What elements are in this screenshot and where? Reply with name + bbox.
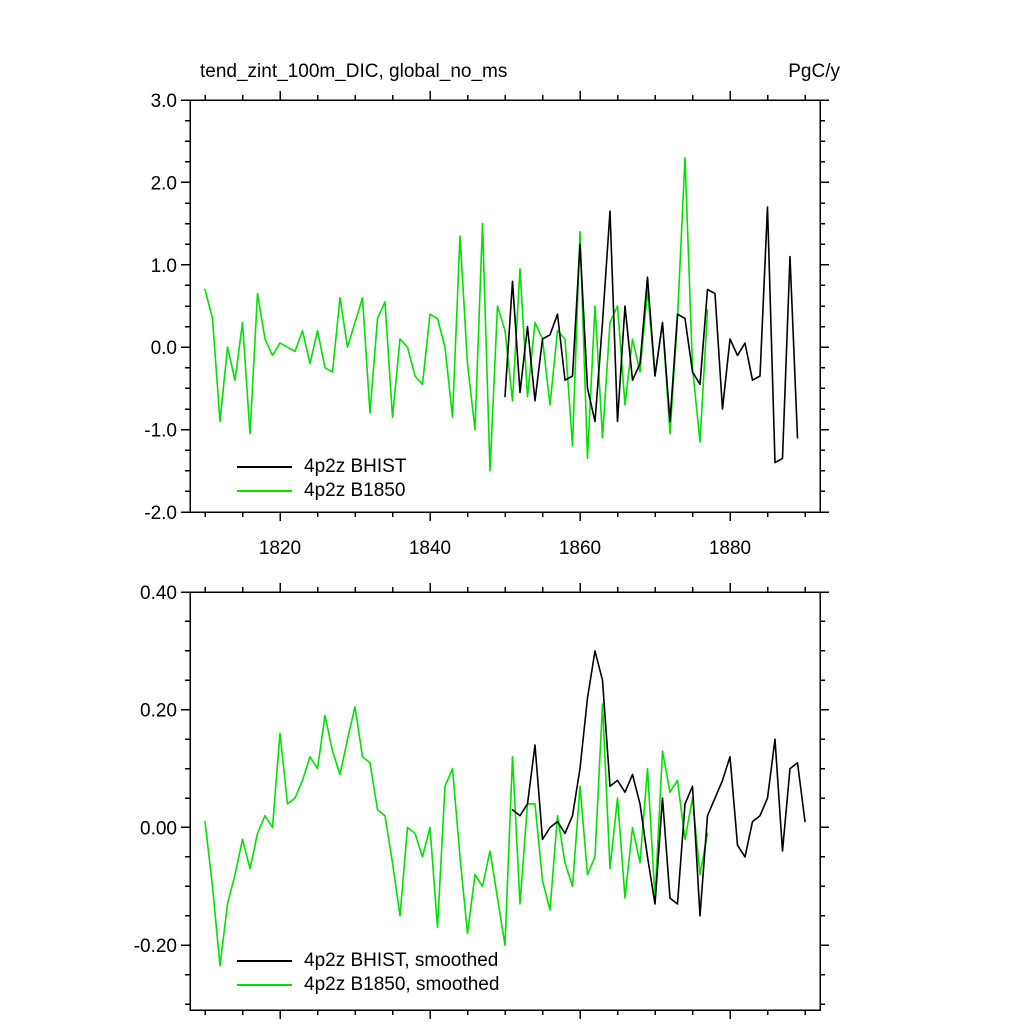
top-chart-plot: 1820 1840 1860 1880 3.0 2.0 1.0 0.0 -1.0 -2.0 [144, 91, 829, 559]
y-tick-label: 1.0 [151, 256, 177, 277]
series-line-bhist [504, 206, 799, 464]
legend-label-bhist: 4p2z BHIST [304, 456, 407, 477]
bottom-chart-plot: 0.40 0.20 0.00 -0.20 [134, 583, 829, 1019]
y-tick-label: 0.0 [151, 338, 177, 359]
y-tick-label: -0.20 [134, 936, 177, 957]
series-line-b1850 [204, 156, 709, 472]
legend-item-bhist-smoothed: 4p2z BHIST, smoothed [237, 950, 498, 972]
series-line-b1850_smoothed [204, 703, 709, 967]
y-tick-label: 2.0 [151, 173, 177, 194]
legend-line-b1850 [237, 490, 292, 492]
y-tick-label: 0.20 [140, 701, 177, 722]
chart-title: tend_zint_100m_DIC, global_no_ms [200, 61, 508, 82]
legend-line-bhist-smoothed [237, 960, 292, 962]
y-tick-label: 0.40 [140, 583, 177, 604]
series-line-bhist_smoothed [511, 650, 806, 917]
legend-line-b1850-smoothed [237, 984, 292, 986]
legend-item-b1850: 4p2z B1850 [237, 480, 405, 502]
x-tick-label: 1820 [259, 538, 301, 559]
legend-item-b1850-smoothed: 4p2z B1850, smoothed [237, 974, 499, 996]
x-tick-label: 1880 [709, 538, 751, 559]
legend-label-b1850: 4p2z B1850 [304, 480, 406, 501]
top-chart-frame [189, 99, 821, 513]
y-tick-label: -2.0 [144, 503, 177, 524]
y-tick-label: 0.00 [140, 818, 177, 839]
y-tick-label: -1.0 [144, 421, 177, 442]
x-tick-label: 1860 [559, 538, 601, 559]
legend-item-bhist: 4p2z BHIST [237, 456, 406, 478]
legend-line-bhist [237, 466, 292, 468]
bottom-chart-frame [189, 591, 821, 1011]
chart-units-label: PgC/y [788, 61, 840, 82]
x-tick-label: 1840 [409, 538, 451, 559]
y-tick-label: 3.0 [151, 91, 177, 112]
legend-label-b1850-smoothed: 4p2z B1850, smoothed [304, 974, 500, 995]
legend-label-bhist-smoothed: 4p2z BHIST, smoothed [304, 950, 499, 971]
